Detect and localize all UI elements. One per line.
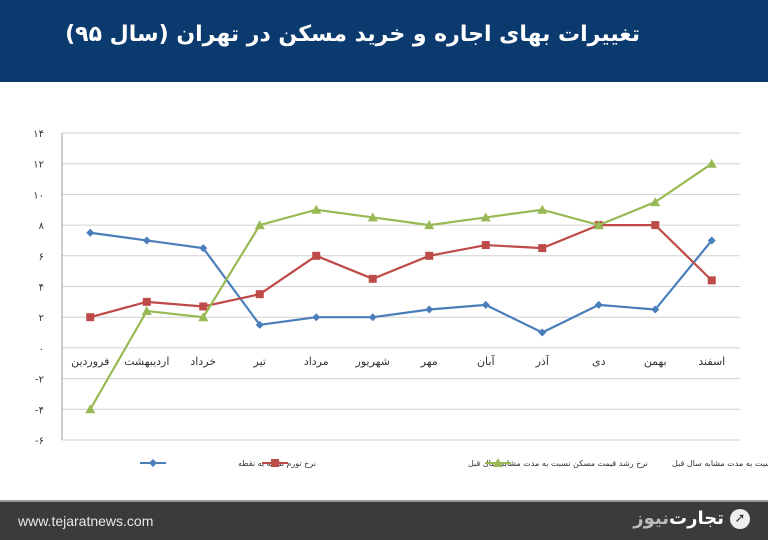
legend-label: نرخ رشد اجاره‌بها نسبت به مدت مشابه سال … bbox=[672, 459, 768, 468]
data-point bbox=[255, 320, 264, 329]
x-tick-label: مرداد bbox=[304, 355, 329, 368]
data-point bbox=[367, 212, 378, 222]
x-tick-label: دی bbox=[592, 355, 606, 368]
data-point bbox=[707, 236, 716, 245]
x-tick-label: آذر bbox=[535, 354, 550, 368]
line-chart: -۶ -۴ -۲ ۰ ۲ ۴ ۶ ۸ ۱۰ ۱۲ ۱۴ فروردین اردیبهشت خرداد تیر… bbox=[0, 82, 768, 500]
data-point bbox=[199, 302, 208, 311]
data-point bbox=[199, 244, 208, 253]
y-tick-label: ۱۴ bbox=[33, 129, 44, 140]
data-point bbox=[650, 197, 661, 207]
data-point bbox=[481, 241, 490, 250]
data-point bbox=[481, 300, 490, 309]
data-point bbox=[312, 313, 321, 322]
data-point bbox=[706, 158, 717, 168]
data-point bbox=[425, 251, 434, 260]
chart-title: تغییرات بهای اجاره و خرید مسکن در تهران … bbox=[65, 22, 640, 47]
data-point bbox=[142, 236, 151, 245]
x-tick-label: مهر bbox=[420, 355, 438, 368]
chart-svg: -۶ -۴ -۲ ۰ ۲ ۴ ۶ ۸ ۱۰ ۱۲ ۱۴ فروردین اردیبهشت خرداد تیر… bbox=[33, 129, 768, 468]
data-point bbox=[85, 404, 96, 414]
data-point bbox=[312, 251, 321, 260]
x-tick-label: اردیبهشت bbox=[124, 355, 169, 368]
y-tick-label: -۲ bbox=[35, 375, 44, 386]
website-url[interactable]: www.tejaratnews.com bbox=[18, 513, 154, 529]
data-point bbox=[424, 220, 435, 230]
y-tick-label: ۲ bbox=[39, 313, 44, 324]
footer: www.tejaratnews.com ➚ تجارت نیوز bbox=[0, 500, 768, 540]
data-point bbox=[538, 244, 547, 253]
y-tick-label: ۱۲ bbox=[33, 160, 44, 171]
x-tick-label: تیر bbox=[253, 355, 266, 368]
data-point bbox=[707, 276, 716, 285]
data-point bbox=[311, 204, 322, 214]
data-point bbox=[141, 306, 152, 316]
data-point bbox=[480, 212, 491, 222]
y-tick-label: ۴ bbox=[39, 283, 44, 294]
x-tick-label: خرداد bbox=[190, 355, 216, 368]
series-line-1 bbox=[89, 224, 713, 319]
logo-text-a: تجارت bbox=[669, 508, 724, 529]
legend-marker bbox=[493, 458, 503, 467]
data-point bbox=[368, 274, 377, 283]
logo-icon: ➚ bbox=[730, 508, 750, 529]
data-point bbox=[86, 228, 95, 237]
x-tick-label: آبان bbox=[477, 354, 495, 368]
y-tick-label: ۶ bbox=[39, 252, 44, 263]
data-point bbox=[368, 313, 377, 322]
tejaratnews-logo: ➚ تجارت نیوز bbox=[633, 508, 750, 529]
legend-marker bbox=[271, 459, 279, 467]
data-point bbox=[594, 300, 603, 309]
logo-text-b: نیوز bbox=[633, 508, 670, 529]
data-point bbox=[651, 221, 660, 230]
x-tick-label: فروردین bbox=[71, 355, 109, 368]
data-point bbox=[593, 220, 604, 230]
data-point bbox=[198, 312, 209, 322]
data-point bbox=[538, 328, 547, 337]
y-tick-label: -۴ bbox=[35, 405, 44, 416]
data-point bbox=[425, 305, 434, 314]
x-tick-label: اسفند bbox=[698, 355, 725, 368]
legend-marker bbox=[149, 459, 157, 467]
data-point bbox=[255, 290, 264, 299]
y-tick-label: ۰ bbox=[39, 344, 44, 355]
y-tick-label: ۱۰ bbox=[33, 190, 44, 201]
series-line-2 bbox=[89, 162, 713, 410]
header-banner: تغییرات بهای اجاره و خرید مسکن در تهران … bbox=[0, 0, 768, 82]
y-tick-label: ۸ bbox=[39, 221, 45, 232]
data-point bbox=[86, 313, 95, 322]
series-line-0 bbox=[90, 231, 713, 334]
data-point bbox=[651, 305, 660, 314]
x-tick-label: شهریور bbox=[355, 355, 390, 368]
legend-label: نرخ رشد قیمت مسکن نسبت به مدت مشابه سال … bbox=[468, 459, 648, 468]
data-point bbox=[537, 204, 548, 214]
data-point bbox=[254, 220, 265, 230]
y-tick-label: -۶ bbox=[35, 436, 44, 447]
data-point bbox=[142, 297, 151, 306]
x-tick-label: بهمن bbox=[644, 355, 667, 368]
